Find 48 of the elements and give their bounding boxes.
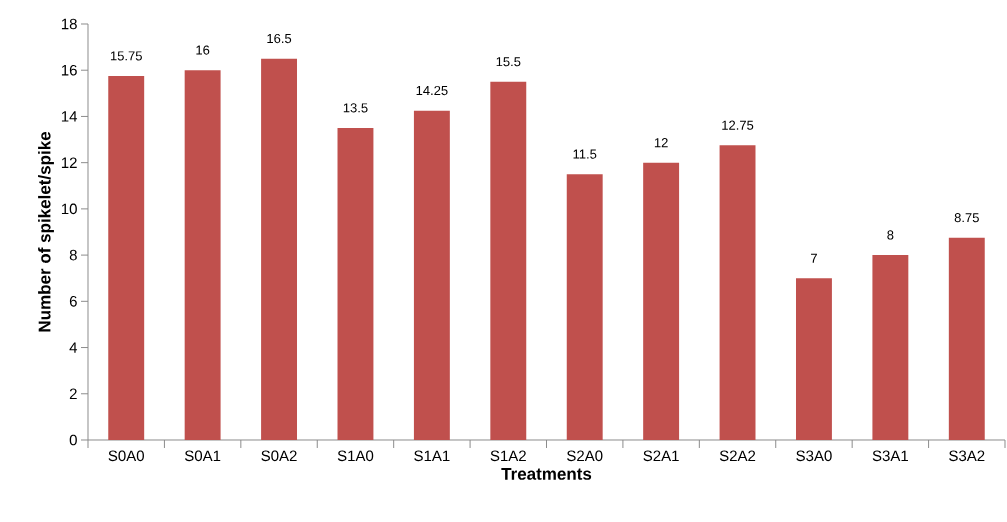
- data-label: 11.5: [573, 149, 597, 159]
- bar: [719, 145, 756, 440]
- x-tick-label: S1A1: [414, 450, 450, 462]
- bar: [566, 174, 603, 440]
- y-tick-label: 16: [61, 64, 77, 76]
- data-label: 13.5: [343, 103, 368, 113]
- x-tick-label: S1A2: [490, 450, 526, 462]
- data-label: 15.5: [496, 57, 521, 67]
- bar: [490, 81, 527, 440]
- y-tick-label: 6: [69, 296, 77, 307]
- bar: [337, 127, 374, 440]
- x-tick-label: S3A2: [949, 450, 985, 462]
- x-tick-label: S3A1: [872, 450, 908, 462]
- bar: [948, 237, 985, 440]
- y-tick-label: 2: [69, 388, 77, 399]
- x-tick-label: S0A2: [261, 450, 297, 462]
- bar: [108, 75, 145, 440]
- bar: [413, 110, 450, 440]
- y-tick-label: 18: [61, 18, 77, 30]
- data-label: 16: [196, 45, 210, 55]
- data-label: 12.75: [722, 120, 754, 130]
- y-tick-label: 8: [69, 249, 77, 261]
- x-tick-label: S0A1: [184, 450, 221, 462]
- y-tick-label: 10: [61, 203, 77, 215]
- x-tick-label: S0A0: [108, 450, 144, 462]
- data-label: 16.5: [267, 33, 292, 44]
- data-label: 8.75: [954, 213, 979, 223]
- x-tick-label: S2A0: [567, 450, 603, 462]
- x-tick-label: S2A2: [719, 450, 756, 462]
- data-label: 14.25: [416, 85, 448, 96]
- bar: [796, 278, 832, 440]
- y-tick-label: 14: [61, 111, 78, 122]
- bar: [643, 162, 680, 440]
- data-label: 15.75: [110, 51, 142, 61]
- y-tick-label: 4: [69, 342, 78, 353]
- y-tick-label: 0: [69, 434, 77, 446]
- bar: [261, 58, 298, 440]
- x-tick-label: S1A0: [337, 450, 374, 462]
- bar: [184, 70, 221, 440]
- x-axis-title: Treatments: [501, 468, 592, 480]
- bar: [872, 255, 909, 440]
- x-tick-label: S2A1: [643, 450, 679, 462]
- x-tick-label: S3A0: [796, 450, 832, 462]
- data-label: 7: [811, 253, 817, 263]
- y-axis-title: Number of spikelet/spike: [38, 131, 54, 332]
- data-label: 12: [654, 138, 668, 148]
- data-label: 8: [887, 230, 894, 240]
- y-tick-label: 12: [61, 157, 77, 168]
